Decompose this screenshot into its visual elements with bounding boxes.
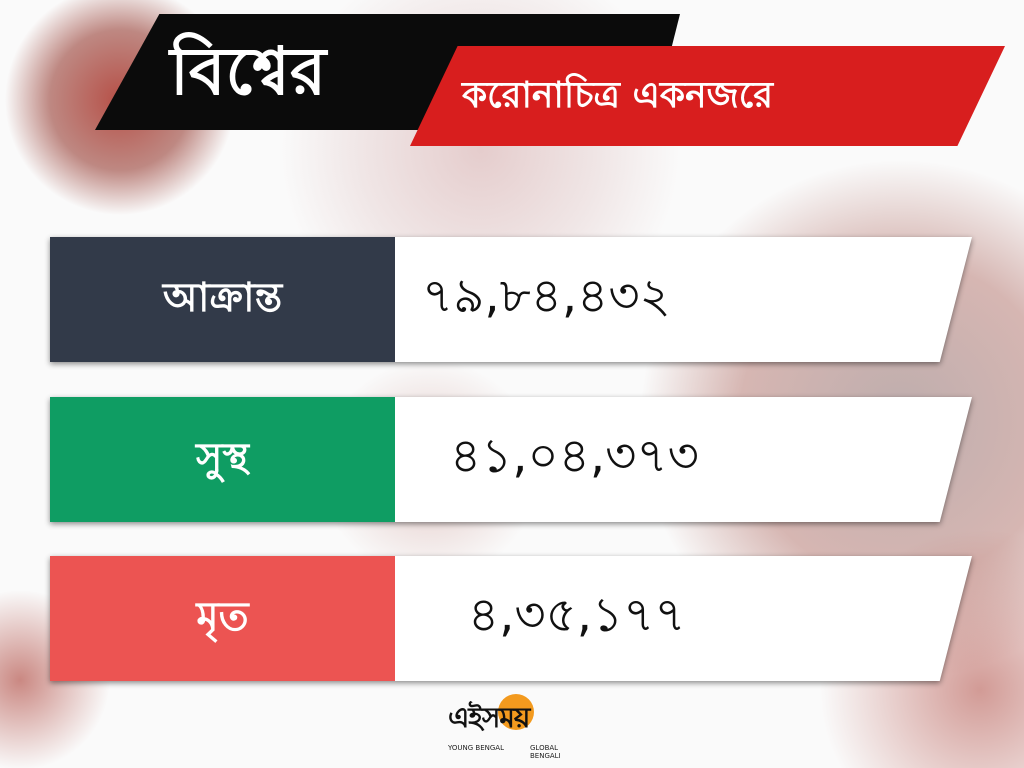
logo-circle <box>498 694 534 730</box>
stat-row-infected: আক্রান্ত ৭৯,৮৪,৪৩২ <box>50 237 972 362</box>
stat-value: ৪১,০৪,৩৭৩ <box>450 428 699 484</box>
stat-label: আক্রান্ত <box>50 237 395 362</box>
logo-tagline-right: GLOBAL BENGALI <box>530 744 561 760</box>
logo-tagline-left: YOUNG BENGAL <box>448 744 504 752</box>
stat-row-deaths: মৃত ৪,৩৫,১৭৭ <box>50 556 972 681</box>
ei-samay-logo: এইসময় YOUNG BENGAL GLOBAL BENGALI <box>448 694 578 760</box>
stat-value: ৪,৩৫,১৭৭ <box>468 587 686 643</box>
stat-label: মৃত <box>50 556 395 681</box>
stat-row-recovered: সুস্থ ৪১,০৪,৩৭৩ <box>50 397 972 522</box>
page-title: বিশ্বের <box>170 33 327 110</box>
logo-text: এইসময় <box>448 701 530 734</box>
stat-label: সুস্থ <box>50 397 395 522</box>
subtitle-banner-red <box>410 46 1005 146</box>
page-subtitle: করোনাচিত্র একনজরে <box>462 75 774 116</box>
stat-value: ৭৯,৮৪,৪৩২ <box>422 268 671 324</box>
